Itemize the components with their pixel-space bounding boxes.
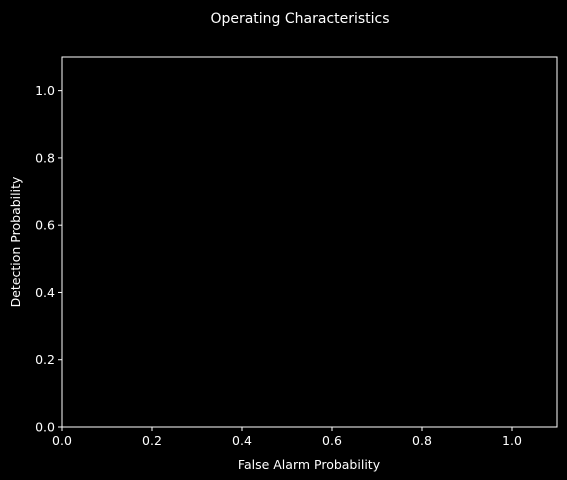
x-tick-label: 0.6 bbox=[322, 433, 342, 448]
y-axis: 0.0 0.2 0.4 0.6 0.8 1.0 bbox=[35, 83, 62, 435]
y-tick-label: 0.8 bbox=[35, 150, 55, 165]
y-tick-label: 0.4 bbox=[35, 285, 55, 300]
x-tick-label: 0.8 bbox=[412, 433, 432, 448]
x-tick-label: 0.2 bbox=[142, 433, 162, 448]
y-tick-label: 0.0 bbox=[35, 420, 55, 435]
y-tick-label: 1.0 bbox=[35, 83, 55, 98]
x-tick-label: 0.4 bbox=[232, 433, 252, 448]
x-axis-label: False Alarm Probability bbox=[238, 457, 381, 472]
plot-area bbox=[61, 56, 558, 428]
x-tick-label: 0.0 bbox=[52, 433, 72, 448]
y-tick-label: 0.6 bbox=[35, 218, 55, 233]
x-tick-label: 1.0 bbox=[502, 433, 522, 448]
x-axis: 0.0 0.2 0.4 0.6 0.8 1.0 bbox=[52, 427, 522, 448]
y-tick-label: 0.2 bbox=[35, 352, 55, 367]
chart-title: Operating Characteristics bbox=[210, 11, 389, 27]
y-axis-label: Detection Probability bbox=[8, 176, 23, 307]
